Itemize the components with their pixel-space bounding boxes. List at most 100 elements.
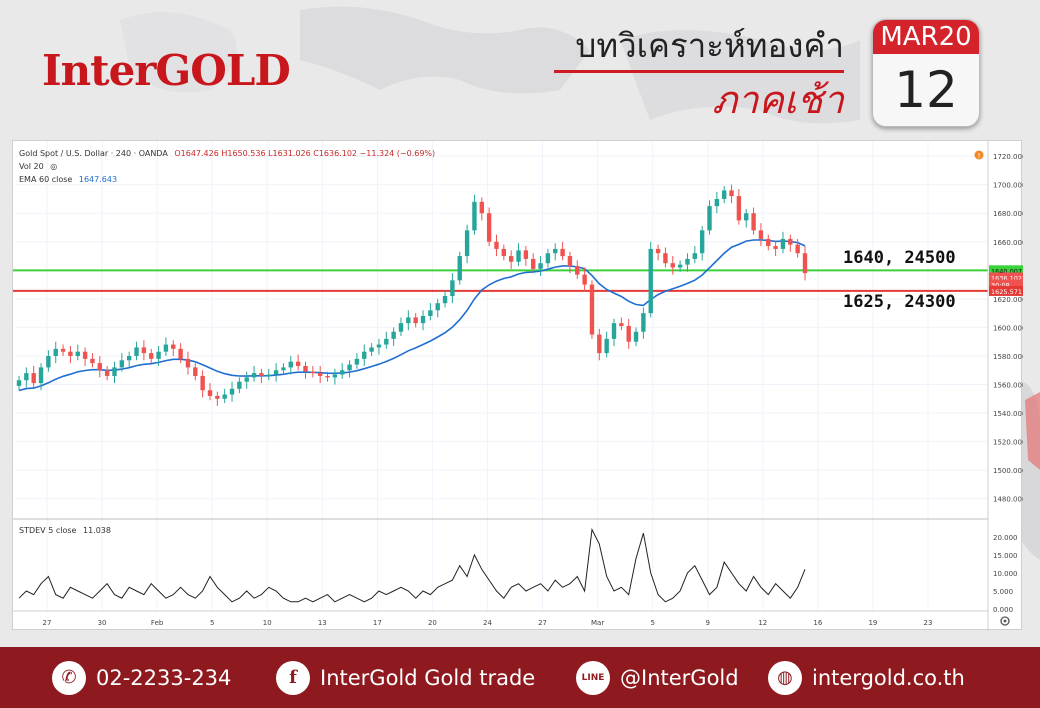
- legend-ema-row[interactable]: EMA 60 close 1647.643: [19, 173, 435, 186]
- footer-bar: ✆ 02-2233-234 f InterGold Gold trade LIN…: [0, 647, 1040, 708]
- legend-ohlc: O1647.426 H1650.536 L1631.026 C1636.102 …: [174, 149, 436, 158]
- candle-body: [97, 363, 103, 371]
- alert-icon[interactable]: !: [974, 150, 984, 161]
- candle-body: [266, 374, 271, 376]
- candle-body: [259, 373, 264, 376]
- candle-body: [215, 395, 220, 399]
- legend-symbol-row[interactable]: Gold Spot / U.S. Dollar · 240 · OANDA O1…: [19, 147, 435, 160]
- candle-body: [354, 358, 360, 365]
- candle-body: [60, 348, 66, 352]
- candle-body: [46, 355, 51, 368]
- candle-body: [677, 264, 683, 268]
- candle-body: [516, 250, 521, 262]
- countdown-tag: 30:08: [991, 282, 1010, 290]
- candle-body: [795, 244, 800, 254]
- gear-icon[interactable]: [1000, 616, 1010, 626]
- candle-body: [766, 238, 771, 247]
- price-tick-11: 1500.000: [993, 467, 1023, 475]
- candle-body: [611, 323, 617, 339]
- time-tick-11: 5: [650, 619, 654, 627]
- resistance-tag: 1640.007: [991, 267, 1022, 275]
- headline-session: ภาคเช้า: [712, 78, 844, 122]
- time-axis[interactable]: 27 30 Feb 5 10 13 17 20 24 27 Mar 5 9 12 16 19 23: [13, 610, 988, 627]
- footer-facebook-text: InterGold Gold trade: [320, 665, 536, 690]
- candle-body: [567, 256, 573, 267]
- chart-legend: Gold Spot / U.S. Dollar · 240 · OANDA O1…: [19, 147, 435, 186]
- stdev-line: [18, 527, 806, 603]
- legend-vol: Vol 20: [19, 162, 44, 171]
- time-tick-0: 27: [43, 619, 52, 627]
- candle-body: [31, 373, 36, 384]
- footer-web[interactable]: ◍ intergold.co.th: [768, 647, 965, 708]
- candle-body: [538, 263, 543, 269]
- countdown-tag-bg: [989, 279, 1023, 290]
- candle-body: [619, 323, 624, 327]
- chart-grid: [15, 141, 988, 611]
- time-tick-15: 19: [868, 619, 877, 627]
- candle-body: [472, 201, 477, 231]
- candle-body: [435, 303, 440, 311]
- time-tick-8: 24: [483, 619, 492, 627]
- candle-body: [273, 370, 279, 375]
- candle-body: [450, 280, 455, 297]
- globe-icon: ◍: [768, 660, 802, 695]
- candle-body: [736, 196, 742, 221]
- candle-body: [413, 317, 418, 324]
- candle-body: [237, 381, 242, 389]
- candle-body: [193, 367, 198, 376]
- headline-title: บทวิเคราะห์ทองคำ: [575, 26, 844, 65]
- candle-body: [428, 310, 433, 317]
- price-tick-6: 1600.000: [993, 324, 1023, 332]
- calendar-month: MAR20: [873, 20, 979, 54]
- candle-body: [376, 344, 382, 348]
- candle-body: [406, 317, 411, 324]
- price-tag: 1636.102: [991, 274, 1022, 282]
- candle-body: [303, 365, 308, 372]
- footer-phone[interactable]: ✆ 02-2233-234: [52, 647, 231, 708]
- price-chart-panel[interactable]: 1720.0001700.0001680.0001660.0001640.000…: [12, 140, 1023, 631]
- candle-body: [604, 338, 609, 354]
- stdev-tick-3: 5.000: [993, 588, 1013, 596]
- stdev-value: 11.038: [82, 526, 111, 535]
- candle-body: [670, 263, 675, 268]
- candle-body: [244, 377, 249, 382]
- candle-body: [24, 373, 29, 381]
- candle-body: [802, 253, 808, 274]
- time-tick-13: 12: [758, 619, 767, 627]
- time-tick-10: Mar: [591, 619, 604, 627]
- candle-body: [486, 213, 492, 242]
- eye-icon[interactable]: ◎: [50, 162, 58, 171]
- legend-vol-row[interactable]: Vol 20 ◎: [19, 160, 435, 173]
- candle-body: [714, 198, 720, 207]
- candle-body: [442, 296, 448, 304]
- candle-body: [200, 375, 205, 391]
- candle-body: [362, 351, 367, 359]
- time-tick-2: Feb: [151, 619, 164, 627]
- footer-facebook[interactable]: f InterGold Gold trade: [276, 647, 535, 708]
- footer-phone-text: 02-2233-234: [96, 665, 232, 690]
- candle-body: [633, 331, 639, 342]
- candle-body: [141, 347, 147, 354]
- time-tick-4: 10: [263, 619, 272, 627]
- candle-body: [251, 373, 257, 378]
- footer-line[interactable]: LINE @InterGold: [576, 647, 739, 708]
- candle-body: [171, 344, 176, 349]
- candle-body: [369, 347, 374, 352]
- price-axis[interactable]: 1720.0001700.0001680.0001660.0001640.000…: [993, 153, 1023, 504]
- price-tick-10: 1520.000: [993, 439, 1023, 447]
- stdev-legend[interactable]: STDEV 5 close 11.038: [19, 526, 111, 535]
- legend-symbol: Gold Spot / U.S. Dollar · 240 · OANDA: [19, 149, 168, 158]
- price-chart[interactable]: 1720.0001700.0001680.0001660.0001640.000…: [13, 141, 1023, 631]
- stdev-label: STDEV 5 close: [19, 526, 77, 535]
- candle-body: [685, 258, 690, 265]
- time-tick-7: 20: [428, 619, 437, 627]
- resistance-tag-bg: [989, 265, 1023, 276]
- candle-body: [560, 248, 565, 257]
- candle-body: [310, 371, 316, 374]
- headline-divider: [554, 70, 844, 73]
- candle-body: [207, 390, 213, 396]
- candle-body: [398, 323, 404, 332]
- date-calendar: MAR20 12: [872, 19, 980, 127]
- candle-body: [163, 344, 169, 352]
